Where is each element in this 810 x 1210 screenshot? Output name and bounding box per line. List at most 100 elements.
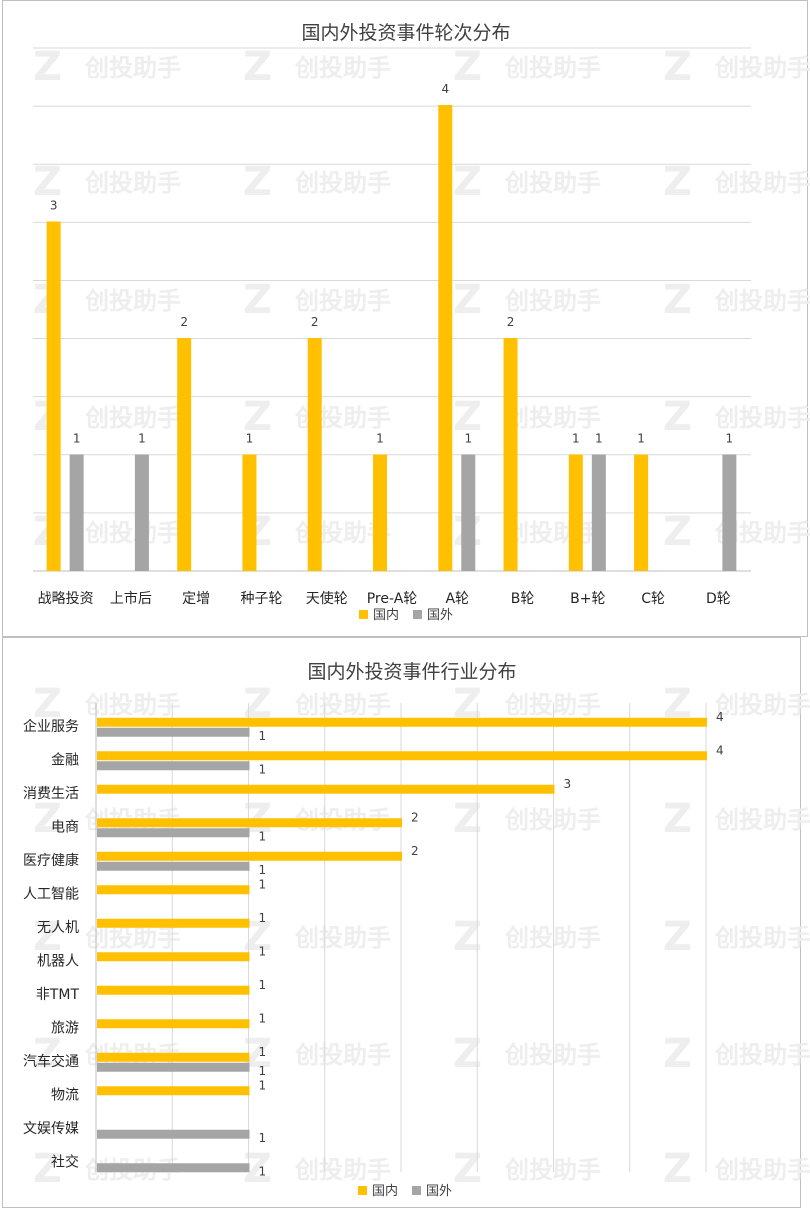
watermark-logo: Z (453, 44, 482, 90)
data-label: 3 (564, 777, 572, 791)
data-label: 4 (716, 743, 724, 757)
legend-label-foreign: 国外 (426, 1184, 452, 1199)
round-distribution-chart: Z 创投助手 Z 创投助手 Z 创投助手 Z 创投助手 Z 创投助手 Z 创投助手 Z 创投助手 Z 创投助手… (2, 0, 810, 637)
category-tick-label: 企业服务 (23, 718, 79, 735)
watermark-logo: Z (663, 1031, 692, 1077)
data-label: 1 (259, 1078, 267, 1092)
data-label: 2 (411, 844, 419, 858)
bar-domestic-无人机 (97, 918, 250, 928)
watermark-logo: Z (663, 277, 692, 323)
bar-foreign-D轮 (722, 454, 737, 571)
watermark-logo: Z (243, 394, 272, 440)
bars (46, 105, 737, 571)
watermark-logo: Z (663, 509, 692, 555)
bar-domestic-旅游 (97, 1019, 250, 1029)
bar-foreign-企业服务 (97, 727, 250, 737)
watermark-text: 创投助手 (504, 1041, 601, 1069)
data-label: 1 (259, 911, 267, 925)
bar-domestic-医疗健康 (97, 851, 402, 861)
data-label: 1 (637, 432, 645, 446)
category-tick-label: 消费生活 (23, 786, 79, 802)
category-tick-label: 金融 (51, 752, 79, 768)
legend-swatch-domestic (358, 1186, 367, 1195)
data-label: 3 (50, 199, 58, 213)
watermark-logo: Z (663, 796, 692, 842)
watermark-text: 创投助手 (84, 54, 181, 82)
watermark-text: 创投助手 (294, 54, 391, 82)
category-tick-label: B轮 (511, 591, 535, 607)
watermark-logo: Z (243, 44, 272, 90)
watermark-logo: Z (33, 159, 62, 205)
category-tick-label: A轮 (445, 591, 469, 607)
bar-foreign-A轮 (461, 454, 476, 571)
watermark-logo: Z (663, 914, 692, 960)
bar-domestic-非TMT (97, 985, 250, 995)
category-tick-label: 天使轮 (306, 590, 348, 607)
data-label: 1 (259, 978, 267, 992)
grid-lines (95, 703, 707, 1172)
data-label: 1 (726, 432, 734, 446)
watermark-text: 创投助手 (504, 169, 601, 197)
watermark-text: 创投助手 (84, 287, 181, 315)
watermark-text: 创投助手 (84, 519, 181, 547)
bar-domestic-定增 (177, 338, 192, 571)
legend-swatch-foreign (412, 1186, 421, 1195)
watermark-text: 创投助手 (714, 287, 810, 315)
category-tick-label: 文娱传媒 (23, 1121, 79, 1137)
watermark-text: 创投助手 (714, 169, 810, 197)
watermark-logo: Z (663, 159, 692, 205)
watermark-logo: Z (33, 44, 62, 90)
bar-domestic-B+轮 (568, 454, 583, 571)
watermark-text: 创投助手 (504, 806, 601, 834)
watermark-logo: Z (33, 796, 62, 842)
bar-domestic-物流 (97, 1086, 250, 1096)
watermark-text: 创投助手 (84, 924, 181, 952)
grid-lines (33, 47, 751, 572)
category-tick-label: 社交 (51, 1153, 79, 1170)
legend-label-foreign: 国外 (427, 608, 453, 623)
legend-label-domestic: 国内 (372, 1183, 398, 1199)
watermark-logo: Z (33, 1031, 62, 1077)
watermark-logo: Z (243, 159, 272, 205)
bar-domestic-金融 (97, 751, 707, 761)
data-label: 1 (259, 829, 267, 843)
watermark-text: 创投助手 (714, 806, 810, 834)
data-label: 1 (73, 432, 81, 446)
category-tick-label: 人工智能 (23, 886, 79, 902)
legend: 国内 国外 (359, 607, 453, 623)
category-tick-label: B+轮 (570, 591, 605, 607)
data-label: 2 (411, 810, 419, 824)
category-tick-label: C轮 (641, 591, 665, 607)
category-tick-label: 上市后 (110, 590, 152, 607)
data-label: 1 (259, 1164, 267, 1178)
watermark-logo: Z (453, 394, 482, 440)
category-tick-label: Pre-A轮 (367, 591, 418, 607)
watermark-logo: Z (453, 277, 482, 323)
bar-foreign-文娱传媒 (97, 1129, 250, 1139)
industry-distribution-chart: Z 创投助手 Z 创投助手 Z 创投助手 Z 创投助手 Z 创投助手 Z 创投助手 Z 创投助手 Z 创投助手… (2, 637, 810, 1208)
category-tick-label: 非TMT (36, 987, 80, 1003)
bar-foreign-电商 (97, 828, 250, 838)
bar-foreign-社交 (97, 1163, 250, 1173)
data-label: 4 (441, 82, 449, 96)
data-label: 1 (464, 432, 472, 446)
data-label: 1 (259, 1011, 267, 1025)
watermark-text: 创投助手 (84, 404, 181, 432)
watermark-text: 创投助手 (504, 287, 601, 315)
watermark-text: 创投助手 (504, 404, 601, 432)
category-tick-label: 定增 (182, 591, 210, 607)
watermark-text: 创投助手 (294, 1041, 391, 1069)
data-label: 1 (259, 1064, 267, 1078)
bar-domestic-汽车交通 (97, 1052, 250, 1062)
data-label: 1 (572, 432, 580, 446)
data-label: 1 (259, 863, 267, 877)
watermark-text: 创投助手 (504, 924, 601, 952)
bar-foreign-上市后 (134, 454, 149, 571)
category-tick-label: 战略投资 (38, 591, 94, 607)
chart-title: 国内外投资事件轮次分布 (301, 22, 510, 44)
data-label: 1 (246, 432, 254, 446)
data-label: 1 (595, 432, 603, 446)
category-tick-label: 物流 (51, 1087, 79, 1103)
